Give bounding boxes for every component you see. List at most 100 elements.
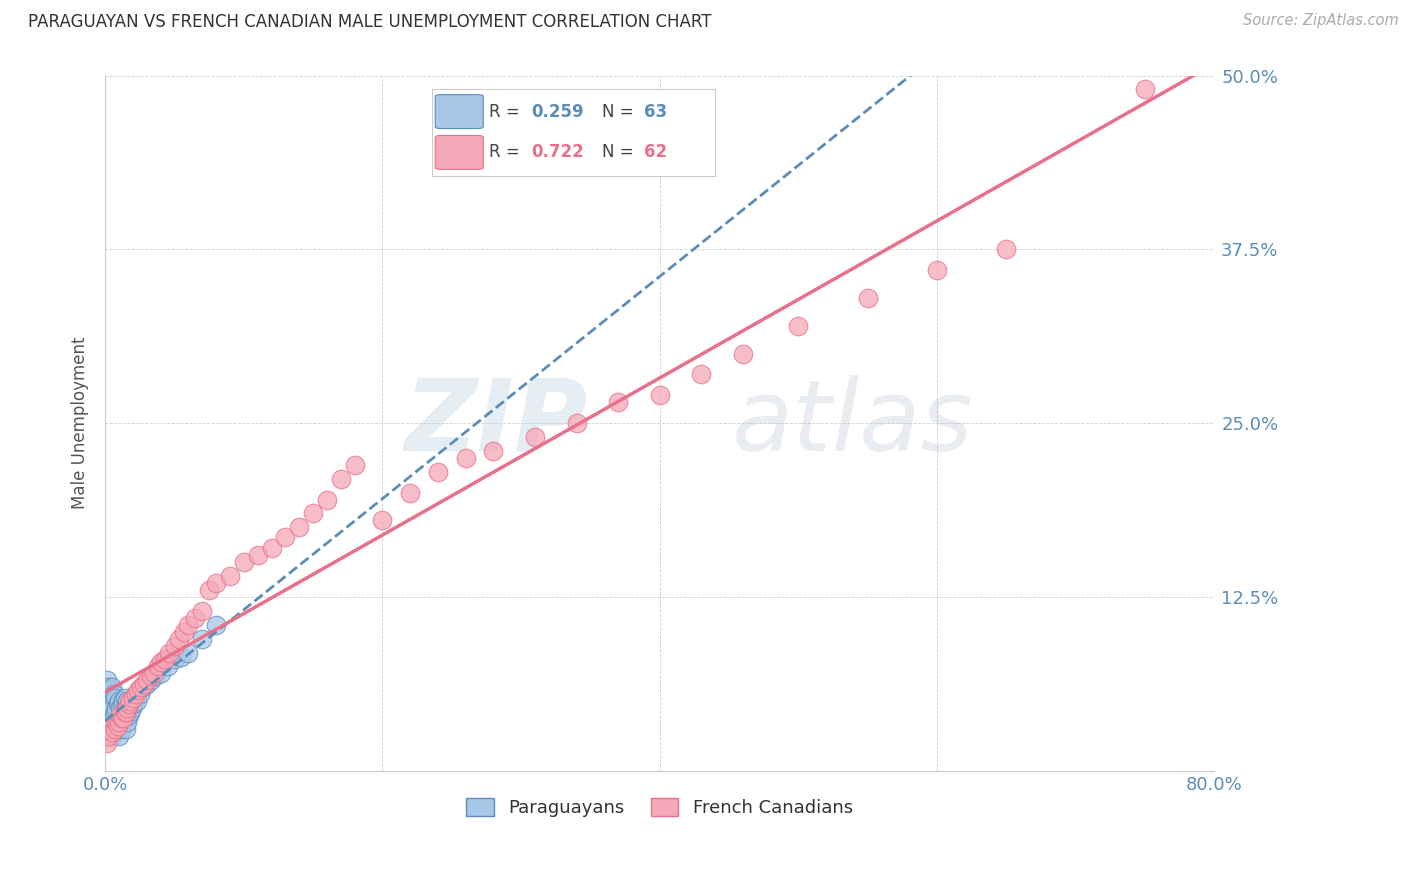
Point (173, 624, 195, 639)
Point (101, 729, 124, 743)
Point (111, 722, 134, 736)
Point (565, 416, 588, 430)
Point (156, 659, 179, 673)
Point (120, 706, 142, 720)
Point (122, 697, 145, 711)
Point (118, 697, 141, 711)
Point (149, 655, 172, 669)
Point (96, 722, 118, 736)
Point (97, 714, 120, 729)
Point (101, 701, 124, 715)
Point (143, 669, 166, 683)
Point (787, 318, 810, 333)
Point (690, 368, 713, 382)
Point (177, 646, 200, 660)
Point (607, 395, 630, 409)
Point (103, 708, 125, 723)
Point (925, 263, 948, 277)
Point (101, 680, 124, 694)
Point (139, 673, 162, 688)
Point (127, 694, 149, 708)
Point (274, 530, 297, 544)
Point (117, 701, 139, 715)
Point (97, 694, 120, 708)
Point (98, 724, 121, 739)
Point (149, 666, 172, 681)
Point (232, 555, 254, 569)
Point (108, 714, 131, 729)
Point (114, 706, 136, 720)
Point (163, 652, 186, 666)
Point (105, 719, 128, 733)
Point (454, 450, 477, 465)
Point (146, 659, 169, 673)
Point (110, 719, 132, 733)
Text: atlas: atlas (731, 375, 973, 472)
Point (124, 691, 146, 706)
Point (108, 729, 131, 743)
Point (103, 724, 125, 739)
Point (856, 291, 879, 305)
Point (142, 666, 165, 681)
Point (121, 701, 143, 715)
Point (129, 680, 152, 694)
Point (100, 691, 122, 706)
Point (107, 697, 129, 711)
Point (111, 697, 134, 711)
Point (96, 687, 118, 701)
Point (205, 576, 228, 591)
Point (191, 632, 214, 646)
Point (100, 706, 122, 720)
Point (118, 708, 141, 723)
Point (97, 680, 120, 694)
Point (135, 673, 157, 688)
Point (127, 683, 149, 698)
Point (343, 458, 366, 472)
Point (105, 714, 128, 729)
Point (104, 722, 127, 736)
Point (100, 722, 122, 736)
Text: Source: ZipAtlas.com: Source: ZipAtlas.com (1243, 13, 1399, 29)
Point (104, 691, 127, 706)
Point (108, 694, 131, 708)
Point (97, 729, 120, 743)
Point (115, 706, 138, 720)
Legend: Paraguayans, French Canadians: Paraguayans, French Canadians (460, 790, 860, 824)
Point (288, 520, 311, 534)
Point (482, 444, 505, 458)
Point (316, 492, 339, 507)
Point (104, 722, 127, 736)
Point (97, 729, 120, 743)
Point (105, 701, 128, 715)
Point (107, 719, 129, 733)
Point (122, 691, 145, 706)
Point (184, 611, 207, 625)
Text: PARAGUAYAN VS FRENCH CANADIAN MALE UNEMPLOYMENT CORRELATION CHART: PARAGUAYAN VS FRENCH CANADIAN MALE UNEMP… (28, 13, 711, 31)
Point (115, 697, 138, 711)
Point (104, 706, 127, 720)
Point (98, 711, 121, 725)
Point (995, 242, 1018, 256)
Point (101, 714, 124, 729)
Point (135, 677, 157, 691)
Point (153, 652, 176, 666)
Point (125, 687, 148, 701)
Point (101, 724, 124, 739)
Point (157, 646, 180, 660)
Point (98, 697, 121, 711)
Point (111, 711, 134, 725)
Point (177, 617, 200, 632)
Point (523, 430, 546, 444)
Point (110, 701, 132, 715)
Point (302, 507, 325, 521)
Point (163, 639, 186, 653)
Point (117, 694, 139, 708)
Point (107, 722, 129, 736)
Point (112, 694, 135, 708)
Point (219, 569, 242, 583)
Point (96, 701, 118, 715)
Point (167, 632, 190, 646)
Point (426, 465, 449, 479)
Point (108, 711, 131, 725)
Point (112, 711, 135, 725)
